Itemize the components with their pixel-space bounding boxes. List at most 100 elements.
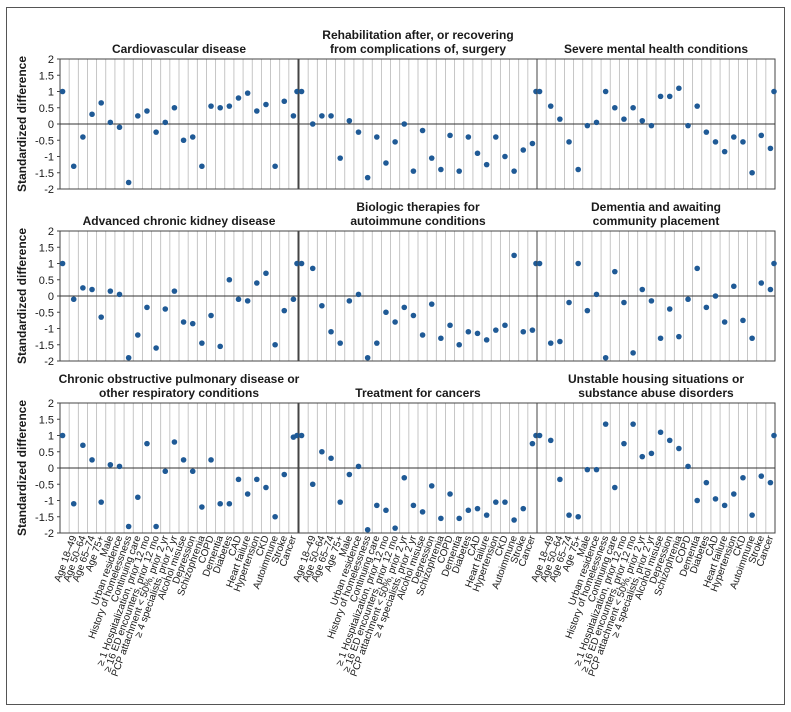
reference-point — [536, 88, 543, 95]
panel-title: community placement — [593, 214, 720, 228]
data-point-2 — [557, 476, 563, 483]
data-point-3 — [89, 286, 95, 293]
reference-point — [536, 260, 543, 267]
reference-point — [536, 432, 543, 439]
data-point-14 — [189, 134, 196, 140]
data-point-4 — [575, 166, 581, 173]
data-point-10 — [392, 319, 398, 325]
data-point-16 — [685, 463, 691, 470]
data-point-7 — [602, 88, 609, 95]
data-point-6 — [593, 119, 600, 126]
data-point-12 — [171, 104, 178, 111]
data-point-8 — [135, 332, 141, 338]
data-point-18 — [465, 134, 472, 140]
data-point-10 — [630, 104, 636, 111]
data-point-25 — [767, 145, 774, 152]
data-point-10 — [153, 345, 159, 351]
data-point-8 — [135, 113, 141, 119]
data-point-9 — [383, 160, 389, 166]
y-tick-label: 0.5 — [39, 447, 54, 459]
data-point-21 — [731, 134, 737, 140]
panel-4: Advanced chronic kidney disease 2 1.5 1 0.5 0… — [15, 214, 300, 368]
data-point-2 — [319, 113, 325, 119]
data-point-20 — [483, 337, 490, 343]
data-point-6 — [593, 466, 600, 473]
data-point-2 — [80, 442, 86, 449]
data-point-9 — [383, 507, 389, 514]
y-axis-label: Standardized difference — [15, 400, 29, 536]
data-point-12 — [648, 450, 655, 457]
data-point-24 — [758, 132, 765, 139]
data-point-24 — [520, 328, 527, 335]
data-point-20 — [483, 512, 490, 518]
data-point-14 — [666, 437, 673, 444]
data-point-4 — [575, 260, 581, 267]
data-point-12 — [410, 312, 417, 319]
data-point-6 — [355, 463, 362, 470]
data-point-22 — [502, 499, 508, 505]
data-point-21 — [254, 476, 260, 483]
data-point-14 — [189, 468, 196, 475]
data-point-4 — [575, 513, 581, 520]
data-point-6 — [116, 291, 123, 298]
data-point-25 — [290, 434, 297, 440]
data-point-13 — [419, 332, 426, 338]
data-point-24 — [520, 147, 527, 153]
data-point-1 — [70, 500, 77, 507]
data-point-19 — [235, 95, 242, 101]
data-point-19 — [474, 150, 481, 157]
data-point-7 — [125, 179, 132, 186]
data-point-10 — [630, 421, 636, 427]
data-point-17 — [217, 343, 223, 350]
data-point-23 — [749, 335, 755, 342]
reference-point — [59, 88, 66, 95]
y-tick-label: -2 — [44, 356, 54, 368]
data-point-23 — [749, 169, 755, 176]
data-point-3 — [566, 139, 572, 145]
data-point-5 — [346, 117, 353, 124]
data-point-4 — [337, 155, 343, 161]
data-point-25 — [290, 113, 297, 119]
data-point-13 — [657, 335, 664, 342]
panel-8: Treatment for cancers — [298, 386, 539, 534]
y-tick-label: -2 — [44, 528, 54, 540]
data-point-19 — [474, 330, 481, 337]
data-point-19 — [235, 476, 242, 483]
data-point-9 — [144, 108, 150, 114]
data-point-19 — [712, 293, 719, 299]
reference-point — [59, 260, 66, 267]
data-point-10 — [153, 523, 159, 530]
data-point-4 — [98, 100, 104, 106]
data-point-22 — [740, 317, 746, 324]
y-tick-label: 2 — [48, 54, 54, 66]
data-point-17 — [694, 265, 700, 272]
data-point-10 — [392, 139, 398, 145]
panel-7: Chronic obstructive pulmonary disease or… — [15, 372, 300, 540]
data-point-8 — [135, 494, 141, 501]
y-tick-label: -1.5 — [35, 168, 54, 180]
reference-point-right — [294, 88, 300, 95]
data-point-9 — [621, 440, 627, 447]
y-tick-label: 1 — [48, 431, 54, 443]
data-point-11 — [639, 117, 646, 124]
data-point-11 — [401, 474, 408, 481]
data-point-6 — [593, 291, 600, 298]
data-point-19 — [712, 139, 719, 145]
data-point-9 — [621, 116, 627, 122]
data-point-7 — [125, 523, 132, 530]
data-point-22 — [263, 101, 269, 108]
data-point-5 — [584, 307, 591, 314]
data-point-23 — [272, 163, 278, 170]
reference-point — [59, 432, 66, 439]
data-point-7 — [364, 354, 371, 361]
data-point-14 — [428, 155, 435, 161]
y-tick-label: 0.5 — [39, 103, 54, 115]
y-tick-label: 1.5 — [39, 242, 54, 254]
y-tick-label: -0.5 — [35, 479, 54, 491]
data-point-21 — [254, 108, 260, 114]
data-point-4 — [98, 314, 104, 320]
data-point-8 — [374, 502, 380, 509]
data-point-13 — [180, 319, 187, 325]
